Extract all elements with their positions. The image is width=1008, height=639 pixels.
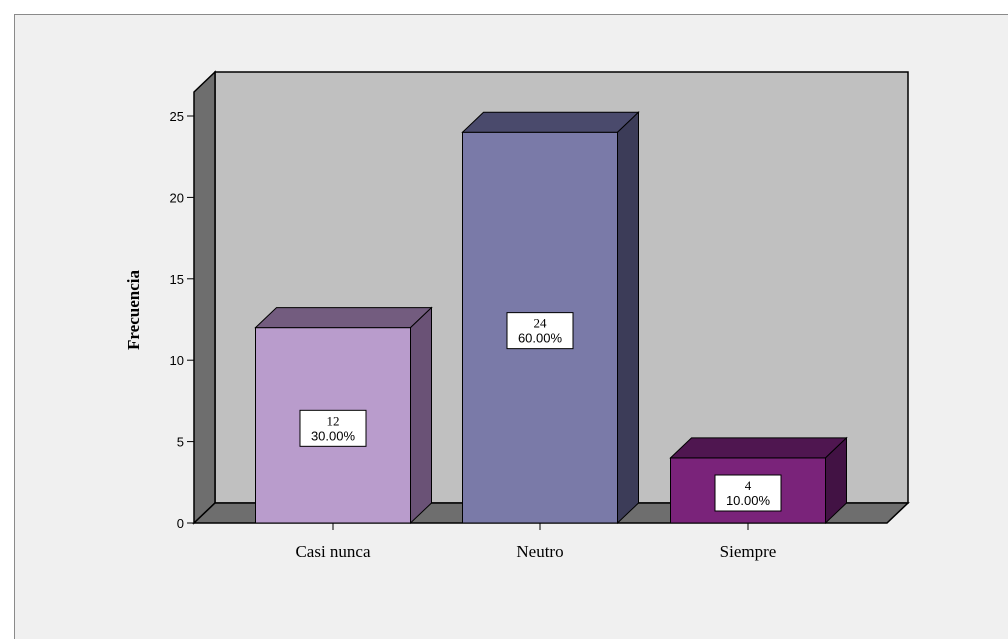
y-axis-title: Frecuencia (124, 270, 143, 350)
y-axis: 0 5 10 15 20 25 (170, 109, 194, 531)
y-tick-label-2: 10 (170, 353, 184, 368)
x-tick-label-0: Casi nunca (295, 542, 371, 561)
data-label-count-1: 24 (534, 316, 548, 331)
data-label-box-0 (299, 409, 367, 447)
y-tick-label-4: 20 (170, 190, 184, 205)
bar-side-1 (617, 111, 639, 525)
bar-top-1 (461, 111, 640, 133)
bar-2: 410.00% (669, 436, 848, 525)
x-tick-label-2: Siempre (720, 542, 777, 561)
data-label-percent-0: 30.00% (311, 428, 356, 443)
y-tick-label-5: 25 (170, 109, 184, 124)
data-label-percent-2: 10.00% (726, 493, 771, 508)
y-tick-label-1: 5 (177, 435, 184, 450)
bar-side-0 (410, 306, 432, 525)
y-tick-label-0: 0 (177, 516, 184, 531)
data-label-box-1 (506, 312, 574, 350)
data-label-count-0: 12 (327, 413, 340, 428)
bar-top-2 (669, 437, 848, 459)
x-axis: Casi nunca Neutro Siempre (295, 523, 776, 561)
side-wall (193, 70, 216, 525)
data-label-percent-1: 60.00% (518, 331, 563, 346)
data-label-count-2: 4 (745, 478, 752, 493)
data-label-box-2 (714, 474, 782, 512)
x-tick-label-1: Neutro (516, 542, 563, 561)
y-tick-label-3: 15 (170, 272, 184, 287)
bar-top-0 (254, 307, 433, 329)
bar-side-2 (825, 436, 847, 525)
